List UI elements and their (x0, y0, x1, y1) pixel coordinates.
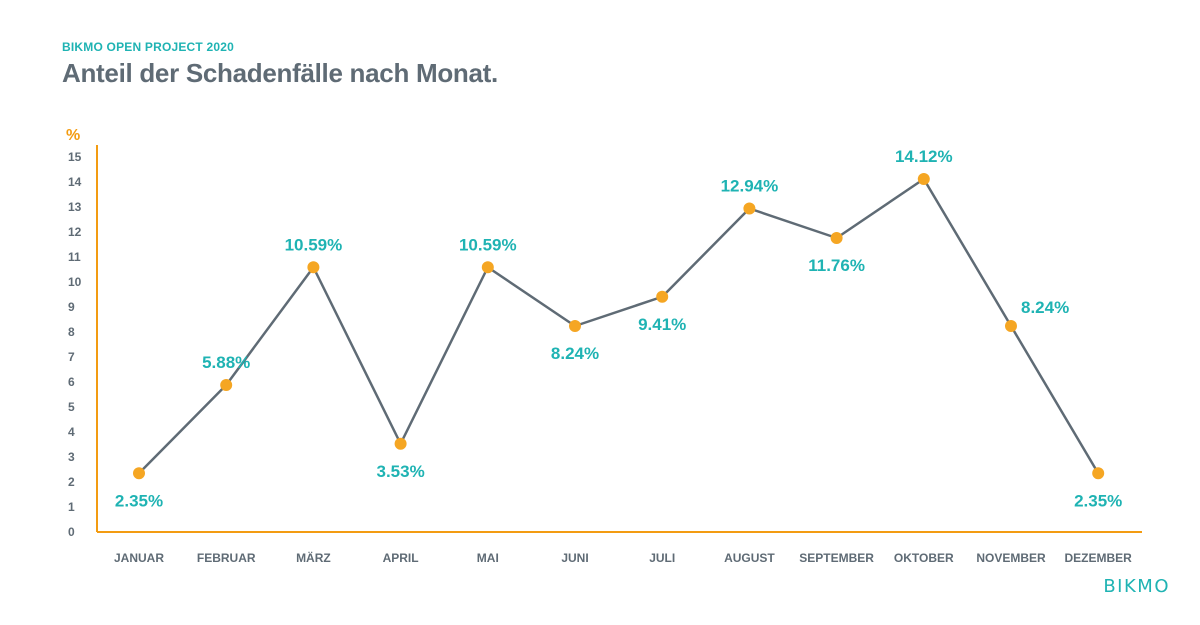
data-label: 8.24% (1021, 298, 1069, 317)
y-axis-unit: % (66, 127, 80, 144)
y-tick-label: 5 (68, 400, 75, 414)
chart-subtitle: BIKMO OPEN PROJECT 2020 (62, 40, 234, 54)
y-tick-label: 4 (68, 425, 75, 439)
x-tick-label: FEBRUAR (197, 551, 256, 565)
data-label: 5.88% (202, 353, 250, 372)
y-tick-label: 10 (68, 275, 82, 289)
chart-title: Anteil der Schadenfälle nach Monat. (62, 58, 498, 88)
data-label: 8.24% (551, 344, 599, 363)
data-point (481, 261, 494, 274)
data-label: 14.12% (895, 147, 953, 166)
data-point (220, 379, 233, 391)
x-tick-label: APRIL (383, 551, 419, 565)
x-tick-label: MÄRZ (296, 550, 331, 565)
brand-logo: BIKMO (1103, 576, 1170, 597)
y-tick-label: 9 (68, 300, 75, 314)
x-tick-label: MAI (477, 551, 499, 565)
x-tick-label: JUNI (561, 551, 588, 565)
data-point (830, 232, 843, 244)
data-label: 2.35% (1074, 491, 1122, 510)
y-tick-label: 15 (68, 150, 82, 164)
data-label: 10.59% (459, 235, 517, 254)
y-tick-label: 13 (68, 200, 82, 214)
x-tick-label: AUGUST (724, 551, 775, 565)
y-tick-label: 3 (68, 450, 75, 464)
data-point (307, 261, 320, 274)
data-label: 2.35% (115, 491, 163, 510)
y-tick-label: 0 (68, 525, 75, 539)
data-point (1092, 467, 1105, 480)
series-line (138, 177, 1100, 475)
y-tick-label: 11 (68, 250, 81, 264)
data-label: 10.59% (285, 235, 343, 254)
y-tick-label: 2 (68, 475, 75, 489)
x-tick-label: JULI (649, 551, 675, 565)
data-point (1005, 320, 1017, 332)
x-tick-label: OKTOBER (894, 551, 954, 565)
x-tick-label: DEZEMBER (1065, 551, 1133, 565)
y-tick-label: 6 (68, 375, 75, 389)
data-label: 9.41% (638, 315, 686, 334)
data-point (656, 290, 669, 303)
data-label: 3.53% (376, 462, 424, 481)
data-point (743, 202, 756, 215)
x-tick-label: JANUAR (114, 551, 164, 565)
y-tick-label: 7 (68, 350, 75, 364)
data-label: 12.94% (721, 177, 779, 196)
data-point (133, 467, 145, 480)
y-tick-label: 14 (68, 175, 82, 189)
y-tick-label: 8 (68, 325, 75, 339)
x-tick-label: SEPTEMBER (799, 551, 874, 565)
data-label: 11.76% (808, 256, 865, 275)
data-point (569, 320, 581, 332)
x-tick-label: NOVEMBER (976, 551, 1046, 565)
y-tick-label: 12 (68, 225, 82, 239)
data-point (917, 173, 930, 185)
data-point (394, 437, 407, 450)
y-tick-label: 1 (68, 500, 75, 514)
